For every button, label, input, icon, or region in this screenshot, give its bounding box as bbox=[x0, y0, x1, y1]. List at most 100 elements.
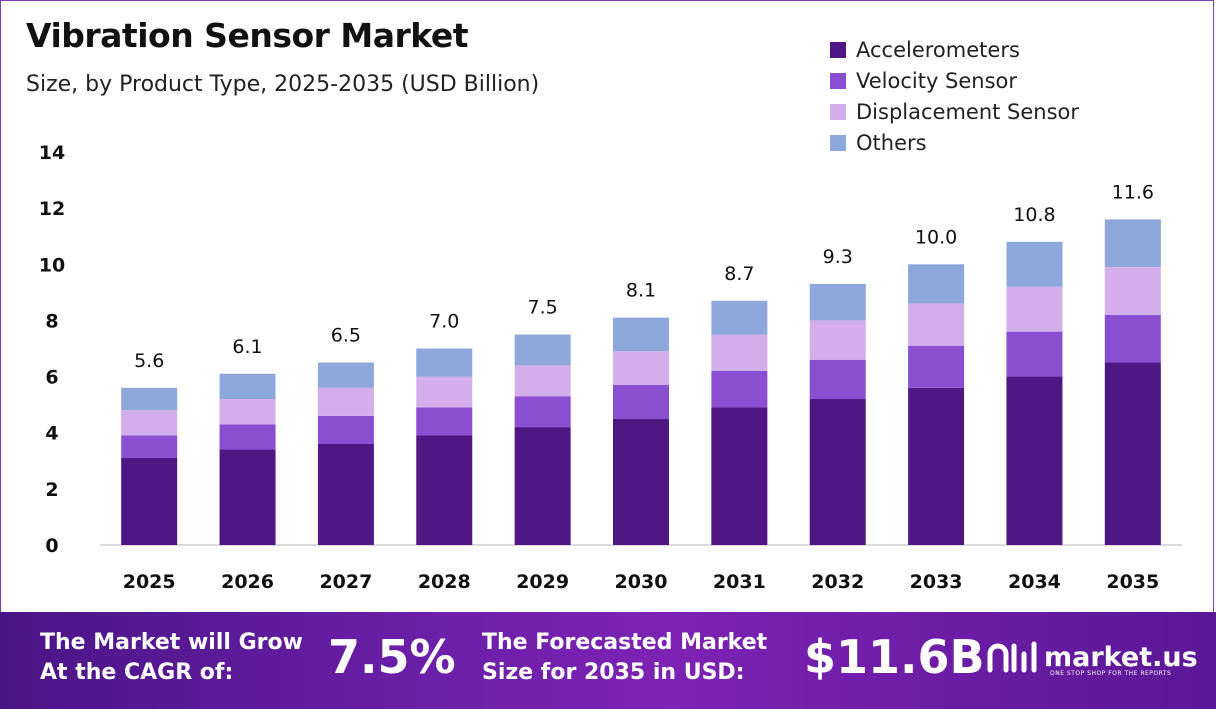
legend-label: Velocity Sensor bbox=[856, 68, 1018, 93]
bar-segment-displacement-sensor bbox=[809, 320, 866, 360]
y-tick-label: 4 bbox=[45, 423, 58, 445]
bar-total-label: 5.6 bbox=[134, 350, 164, 372]
x-tick-label: 2026 bbox=[221, 571, 274, 593]
bar-total-label: 7.5 bbox=[528, 296, 558, 318]
bar-segment-displacement-sensor bbox=[908, 303, 965, 346]
bar-segment-displacement-sensor bbox=[514, 365, 571, 397]
bar-segment-others bbox=[613, 317, 669, 352]
y-tick-label: 10 bbox=[39, 254, 65, 276]
bar-segment-velocity-sensor bbox=[121, 435, 178, 458]
x-tick-label: 2028 bbox=[418, 571, 471, 593]
x-tick-label: 2032 bbox=[811, 571, 864, 593]
legend-item-velocity-sensor: Velocity Sensor bbox=[830, 65, 1079, 96]
bar-segment-others bbox=[809, 283, 866, 321]
market-us-logo[interactable]: market.us bbox=[986, 640, 1198, 674]
y-tick-label: 12 bbox=[39, 198, 65, 220]
chart-title: Vibration Sensor Market bbox=[26, 16, 469, 55]
bar-segment-others bbox=[1104, 219, 1161, 268]
x-tick-label: 2034 bbox=[1008, 571, 1061, 593]
y-tick-label: 6 bbox=[45, 367, 58, 389]
legend-item-displacement-sensor: Displacement Sensor bbox=[830, 96, 1079, 127]
x-tick-label: 2027 bbox=[319, 571, 372, 593]
bar-total-label: 8.1 bbox=[626, 280, 656, 302]
bar-segment-displacement-sensor bbox=[121, 410, 178, 436]
bar-segment-accelerometers bbox=[219, 449, 276, 545]
bar-segment-others bbox=[317, 362, 374, 388]
legend-swatch bbox=[830, 72, 846, 89]
x-tick-label: 2035 bbox=[1106, 571, 1159, 593]
chart-subtitle: Size, by Product Type, 2025-2035 (USD Bi… bbox=[26, 72, 540, 97]
bar-segment-others bbox=[219, 373, 276, 400]
bar-total-label: 10.8 bbox=[1013, 204, 1055, 226]
bar-segment-velocity-sensor bbox=[908, 345, 965, 388]
bar-total-label: 11.6 bbox=[1112, 181, 1154, 203]
bar-total-label: 10.0 bbox=[915, 226, 957, 248]
x-tick-label: 2030 bbox=[615, 571, 668, 593]
bar-segment-accelerometers bbox=[809, 399, 866, 545]
legend-item-others: Others bbox=[830, 127, 1079, 158]
market-us-logo-icon bbox=[987, 641, 1037, 673]
bar-segment-velocity-sensor bbox=[1006, 331, 1063, 377]
legend-item-accelerometers: Accelerometers bbox=[830, 34, 1079, 65]
bar-segment-velocity-sensor bbox=[809, 359, 866, 400]
bar-total-label: 6.5 bbox=[331, 325, 361, 347]
bar-segment-accelerometers bbox=[711, 407, 768, 545]
cagr-value: 7.5% bbox=[328, 630, 456, 684]
bar-segment-accelerometers bbox=[317, 443, 374, 545]
bar-segment-velocity-sensor bbox=[613, 384, 669, 419]
y-tick-label: 8 bbox=[45, 310, 58, 332]
bar-segment-others bbox=[416, 348, 473, 377]
bar-segment-displacement-sensor bbox=[219, 399, 276, 425]
x-tick-label: 2025 bbox=[123, 571, 176, 593]
bar-segment-displacement-sensor bbox=[711, 334, 768, 371]
legend: Accelerometers Velocity Sensor Displacem… bbox=[830, 34, 1079, 158]
bar-segment-displacement-sensor bbox=[613, 351, 669, 385]
bar-segment-others bbox=[908, 264, 965, 304]
bar-segment-accelerometers bbox=[514, 427, 571, 545]
legend-label: Displacement Sensor bbox=[856, 99, 1080, 124]
forecast-caption-line1: The Forecasted Market bbox=[482, 630, 768, 655]
bar-segment-accelerometers bbox=[416, 435, 473, 545]
legend-swatch bbox=[830, 41, 846, 58]
bar-segment-others bbox=[1006, 241, 1063, 287]
x-tick-label: 2029 bbox=[516, 571, 569, 593]
bar-segment-velocity-sensor bbox=[219, 424, 276, 450]
bar-total-label: 8.7 bbox=[724, 263, 754, 285]
bar-segment-accelerometers bbox=[121, 457, 178, 545]
market-us-logo-text: market.us bbox=[1044, 641, 1198, 673]
bar-total-label: 7.0 bbox=[429, 311, 459, 333]
bar-segment-velocity-sensor bbox=[514, 396, 571, 428]
bar-segment-others bbox=[514, 334, 571, 366]
forecast-caption-line2: Size for 2035 in USD: bbox=[482, 660, 745, 685]
bar-segment-accelerometers bbox=[1104, 362, 1161, 545]
legend-label: Others bbox=[856, 130, 927, 155]
bar-segment-accelerometers bbox=[613, 418, 669, 545]
bar-segment-displacement-sensor bbox=[416, 376, 473, 408]
bar-segment-others bbox=[711, 300, 768, 335]
y-tick-label: 2 bbox=[45, 479, 58, 501]
forecast-caption: The Forecasted Market Size for 2035 in U… bbox=[482, 628, 767, 688]
bar-segment-accelerometers bbox=[1006, 376, 1063, 545]
bar-segment-displacement-sensor bbox=[1006, 286, 1063, 332]
y-tick-label: 0 bbox=[45, 535, 58, 557]
cagr-caption-line1: The Market will Grow bbox=[40, 630, 303, 655]
bar-total-label: 6.1 bbox=[232, 336, 262, 358]
cagr-caption: The Market will Grow At the CAGR of: bbox=[40, 628, 303, 688]
stacked-bar-chart: 0 2 4 6 8 10 12 14 5.6 2025 6.1 2026 6.5 2027 7.0 2028 7… bbox=[39, 142, 1182, 593]
cagr-caption-line2: At the CAGR of: bbox=[40, 660, 234, 685]
market-us-tagline: ONE STOP SHOP FOR THE REPORTS bbox=[1050, 670, 1172, 677]
forecast-value: $11.6B bbox=[804, 630, 985, 684]
bar-total-label: 9.3 bbox=[823, 246, 853, 268]
bar-segment-others bbox=[121, 387, 178, 411]
x-tick-label: 2033 bbox=[910, 571, 963, 593]
bar-segment-velocity-sensor bbox=[416, 407, 473, 436]
bar-segment-accelerometers bbox=[908, 387, 965, 545]
bar-segment-displacement-sensor bbox=[1104, 267, 1161, 315]
x-tick-label: 2031 bbox=[713, 571, 766, 593]
bar-segment-displacement-sensor bbox=[317, 387, 374, 416]
bar-segment-velocity-sensor bbox=[317, 415, 374, 444]
bar-segment-velocity-sensor bbox=[711, 370, 768, 408]
legend-swatch bbox=[830, 134, 846, 151]
y-tick-label: 14 bbox=[39, 142, 65, 164]
bar-segment-velocity-sensor bbox=[1104, 314, 1161, 363]
